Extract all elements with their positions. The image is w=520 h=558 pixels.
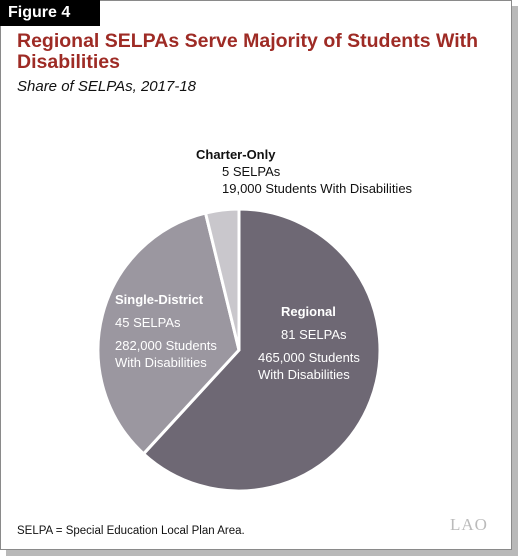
slice-name-charter-only: Charter-Only — [196, 147, 276, 162]
footnote: SELPA = Special Education Local Plan Are… — [17, 525, 245, 537]
slice-selpas-charter-only: 5 SELPAs — [222, 164, 281, 179]
label-regional: Regional 81 SELPAs 465,000 Students With… — [258, 303, 360, 383]
slice-students-regional-1: 465,000 Students — [258, 350, 360, 365]
figure-label: Figure 4 — [0, 0, 100, 26]
label-charter-only: Charter-Only 5 SELPAs 19,000 Students Wi… — [196, 146, 412, 197]
label-single-district: Single-District 45 SELPAs 282,000 Studen… — [115, 291, 217, 371]
slice-selpas-single-district: 45 SELPAs — [115, 315, 181, 330]
pie-slice-regional — [142, 207, 382, 493]
frame-shadow-right — [512, 6, 518, 556]
slice-students-regional-2: With Disabilities — [258, 367, 350, 382]
pie-slice-single-district — [96, 211, 241, 456]
slice-selpas-regional: 81 SELPAs — [281, 327, 347, 342]
pie-slice-charter-only — [204, 207, 241, 352]
lao-logo: LAO — [450, 515, 488, 534]
frame-shadow-bottom — [6, 550, 518, 556]
chart-title: Regional SELPAs Serve Majority of Studen… — [17, 30, 479, 73]
slice-students-single-district-2: With Disabilities — [115, 355, 207, 370]
slice-students-single-district-1: 282,000 Students — [115, 338, 217, 353]
slice-students-charter-only: 19,000 Students With Disabilities — [222, 181, 413, 196]
slice-name-regional: Regional — [281, 304, 336, 319]
chart-subtitle: Share of SELPAs, 2017-18 — [17, 78, 197, 95]
slice-name-single-district: Single-District — [115, 292, 204, 307]
